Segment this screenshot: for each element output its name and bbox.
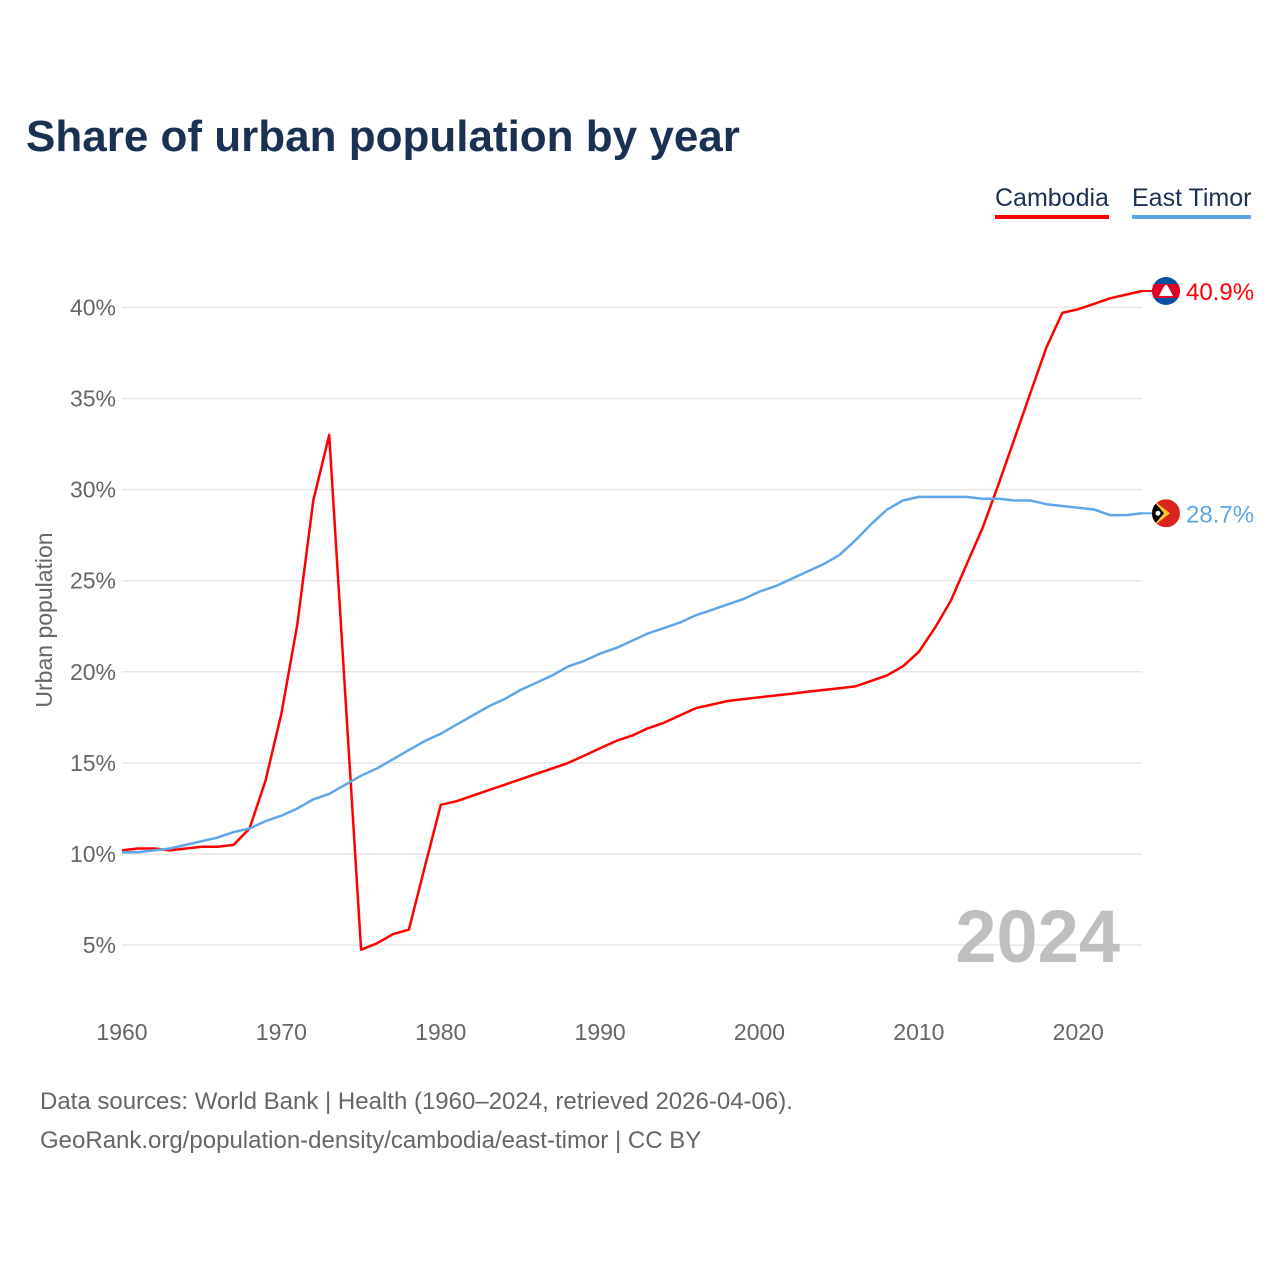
footer-sources: Data sources: World Bank | Health (1960–… bbox=[40, 1088, 793, 1115]
x-tick-label: 2000 bbox=[734, 1019, 785, 1045]
y-tick-label: 25% bbox=[70, 568, 116, 594]
y-tick-label: 10% bbox=[70, 841, 116, 867]
x-tick-label: 2020 bbox=[1053, 1019, 1104, 1045]
x-tick-label: 1970 bbox=[256, 1019, 307, 1045]
legend-item-east-timor[interactable]: East Timor bbox=[1132, 184, 1252, 219]
series-line-cambodia bbox=[121, 289, 1143, 951]
x-tick-label: 1980 bbox=[415, 1019, 466, 1045]
chart-title: Share of urban population by year bbox=[26, 112, 740, 161]
x-tick-label: 1990 bbox=[575, 1019, 626, 1045]
y-tick-label: 5% bbox=[83, 932, 116, 958]
end-value-label: 40.9% bbox=[1186, 279, 1254, 306]
line-chart: 5% 10% 15% 20% 25% 30% 35% 40% 1960 1970 1980 1990 2… bbox=[31, 277, 1254, 1045]
x-tick-label: 1960 bbox=[96, 1019, 147, 1045]
footer-link[interactable]: GeoRank.org/population-density/cambodia/… bbox=[40, 1127, 702, 1154]
y-tick-label: 40% bbox=[70, 294, 116, 320]
series-line-east-timor bbox=[122, 495, 1143, 854]
y-tick-label: 35% bbox=[70, 386, 116, 412]
year-watermark: 2024 bbox=[955, 895, 1120, 978]
y-axis-label: Urban population bbox=[31, 532, 57, 707]
x-tick-label: 2010 bbox=[893, 1019, 944, 1045]
y-tick-label: 20% bbox=[70, 659, 116, 685]
end-value-label: 28.7% bbox=[1186, 501, 1254, 528]
y-tick-label: 30% bbox=[70, 477, 116, 503]
east-timor-flag-icon bbox=[1152, 499, 1180, 528]
y-tick-label: 15% bbox=[70, 750, 116, 776]
legend-item-cambodia[interactable]: Cambodia bbox=[995, 184, 1109, 219]
cambodia-flag-icon bbox=[1152, 277, 1180, 306]
